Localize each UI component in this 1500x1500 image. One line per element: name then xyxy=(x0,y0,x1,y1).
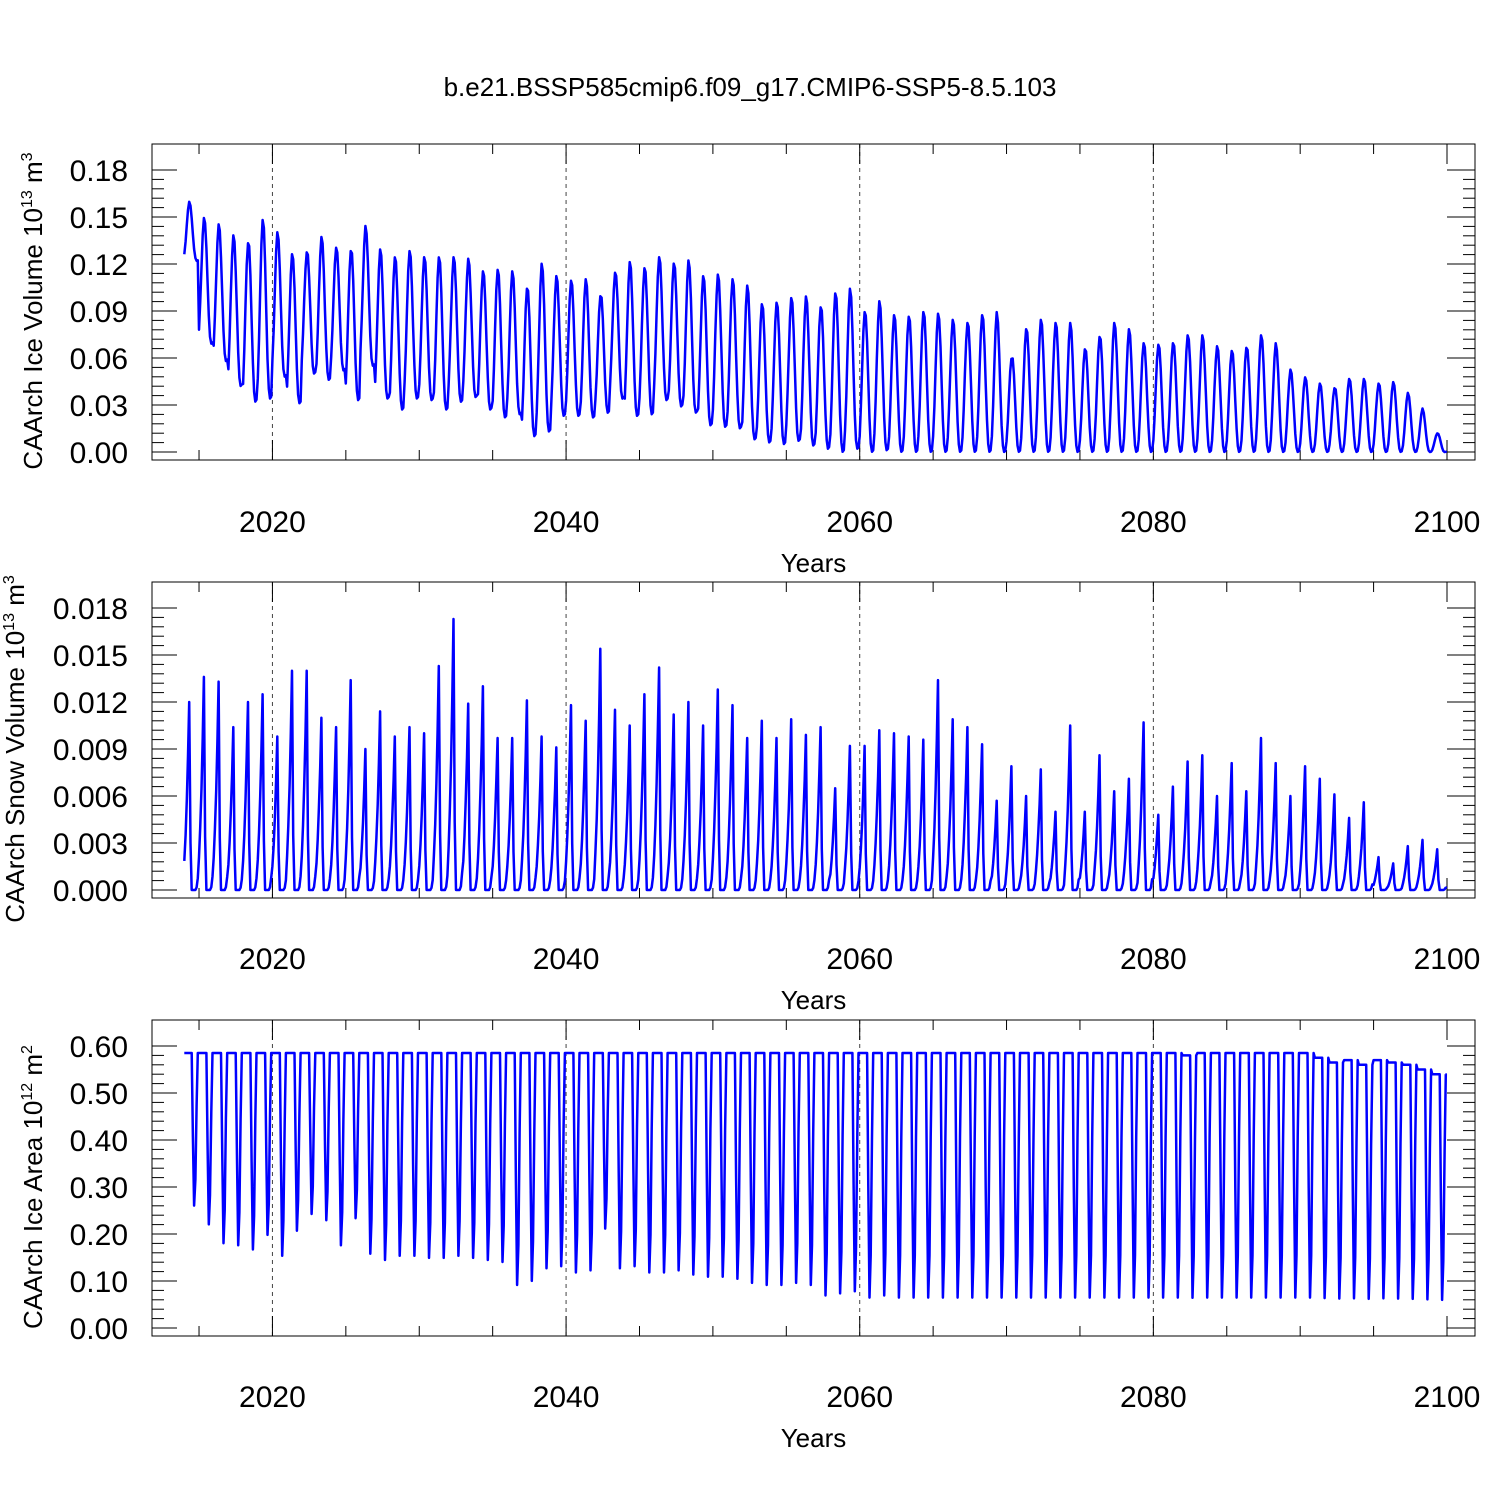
y-tick-label: 0.009 xyxy=(53,734,128,767)
x-tick-label: 2040 xyxy=(533,943,600,976)
x-tick-label: 2060 xyxy=(826,1381,893,1414)
x-tick-label: 2020 xyxy=(239,506,306,539)
series-line-ice_volume xyxy=(183,200,1448,454)
y-tick-label: 0.03 xyxy=(70,390,128,423)
x-tick-label: 2020 xyxy=(239,943,306,976)
y-tick-label: 0.00 xyxy=(70,437,128,470)
y-tick-label: 0.18 xyxy=(70,155,128,188)
x-tick-label: 2080 xyxy=(1120,506,1187,539)
y-tick-label: 0.12 xyxy=(70,249,128,282)
x-tick-label: 2100 xyxy=(1414,943,1481,976)
y-tick-label: 0.015 xyxy=(53,640,128,673)
y-tick-label: 0.10 xyxy=(70,1266,128,1299)
y-tick-label: 0.60 xyxy=(70,1031,128,1064)
x-tick-label: 2020 xyxy=(239,1381,306,1414)
x-tick-label: 2060 xyxy=(826,506,893,539)
y-tick-label: 0.20 xyxy=(70,1219,128,1252)
x-tick-label: 2040 xyxy=(533,506,600,539)
panel-snow_volume: 0.000 0.003 0.006 0.009 0.012 0.015 0.018 2020 2… xyxy=(0,575,1480,1015)
y-tick-label: 0.006 xyxy=(53,781,128,814)
x-axis-label: Years xyxy=(781,1423,847,1453)
y-tick-label: 0.15 xyxy=(70,202,128,235)
x-tick-label: 2080 xyxy=(1120,943,1187,976)
series-line-ice_area xyxy=(184,1051,1448,1302)
y-tick-label: 0.003 xyxy=(53,828,128,861)
figure-title: b.e21.BSSP585cmip6.f09_g17.CMIP6-SSP5-8.… xyxy=(444,72,1057,102)
y-tick-label: 0.40 xyxy=(70,1125,128,1158)
x-tick-label: 2100 xyxy=(1414,1381,1481,1414)
y-tick-label: 0.00 xyxy=(70,1313,128,1346)
x-tick-label: 2060 xyxy=(826,943,893,976)
x-tick-label: 2100 xyxy=(1414,506,1481,539)
x-tick-label: 2040 xyxy=(533,1381,600,1414)
y-tick-label: 0.30 xyxy=(70,1172,128,1205)
panels: 0.00 0.03 0.06 0.09 0.12 0.15 0.18 2020 2040 2060… xyxy=(0,143,1481,1453)
x-tick-label: 2080 xyxy=(1120,1381,1187,1414)
y-tick-label: 0.06 xyxy=(70,343,128,376)
y-tick-label: 0.09 xyxy=(70,296,128,329)
y-tick-label: 0.50 xyxy=(70,1078,128,1111)
y-tick-label: 0.018 xyxy=(53,593,128,626)
y-tick-label: 0.000 xyxy=(53,875,128,908)
y-axis-label: CAArch Snow Volume 1013 m3 xyxy=(0,575,30,923)
y-axis-label: CAArch Ice Area 1012 m2 xyxy=(18,1045,48,1329)
panel-ice_volume: 0.00 0.03 0.06 0.09 0.12 0.15 0.18 2020 2040 2060… xyxy=(18,143,1481,578)
y-axis-label: CAArch Ice Volume 1013 m3 xyxy=(18,152,48,469)
series-line-snow_volume xyxy=(183,617,1448,892)
panel-ice_area: 0.00 0.10 0.20 0.30 0.40 0.50 0.60 2020 2040 2060… xyxy=(18,1019,1481,1453)
y-tick-label: 0.012 xyxy=(53,687,128,720)
x-axis-label: Years xyxy=(781,985,847,1015)
x-axis-label: Years xyxy=(781,548,847,578)
